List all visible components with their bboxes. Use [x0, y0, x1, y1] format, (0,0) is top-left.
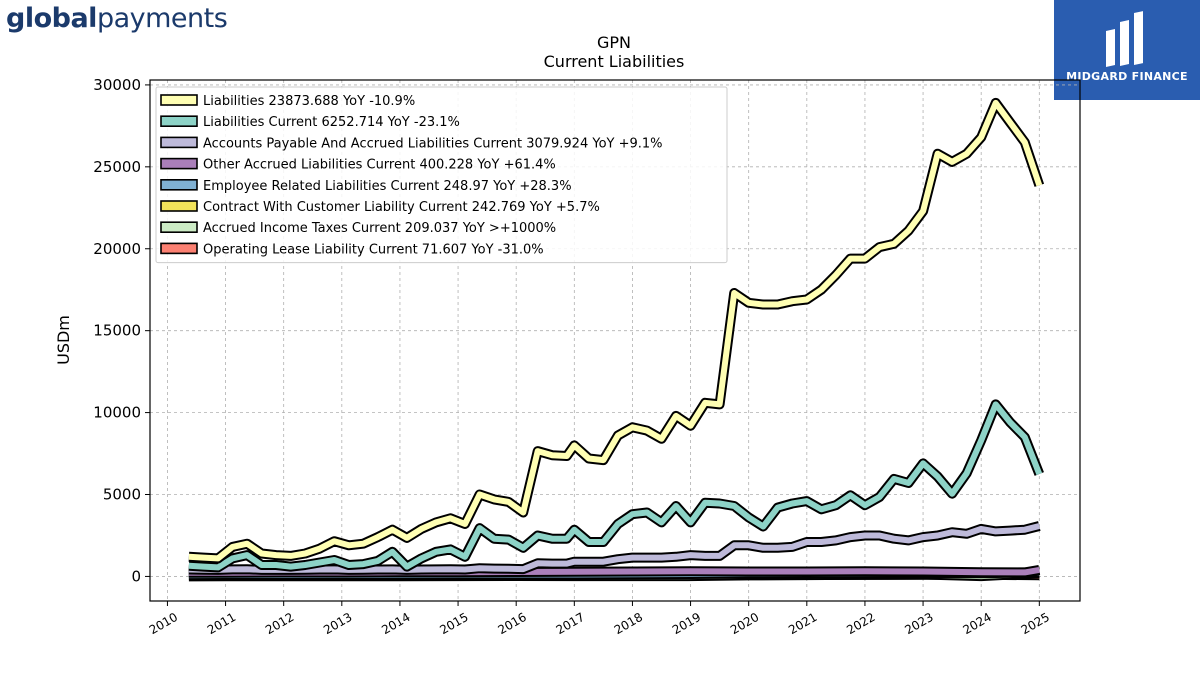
series-layer: [188, 97, 1045, 582]
legend-label: Employee Related Liabilities Current 248…: [203, 179, 572, 194]
x-tick-label: 2019: [670, 610, 703, 637]
y-axis: 0 5000 10000 15000 20000 25000 30000: [93, 76, 150, 585]
chart-title: GPN: [597, 33, 631, 52]
y-tick-label: 30000: [93, 76, 141, 94]
y-tick-label: 0: [131, 567, 141, 585]
legend-label: Liabilities 23873.688 YoY -10.9%: [203, 94, 415, 109]
midgard-logo-icon: [1106, 11, 1143, 67]
series-0: [188, 97, 1045, 564]
legend-label: Operating Lease Liability Current 71.607…: [203, 242, 544, 257]
legend-swatch: [160, 242, 198, 255]
legend-swatch: [160, 136, 198, 149]
x-tick-label: 2011: [205, 610, 238, 637]
x-tick-label: 2022: [844, 610, 877, 637]
x-tick-label: 2014: [379, 610, 412, 637]
series-line: [188, 523, 1041, 573]
y-tick-label: 25000: [93, 158, 141, 176]
legend-item: Contract With Customer Liability Current…: [160, 200, 600, 215]
legend-swatch: [160, 221, 198, 233]
x-tick-label: 2023: [902, 610, 935, 637]
chart-subtitle: Current Liabilities: [544, 52, 685, 71]
legend-label: Liabilities Current 6252.714 YoY -23.1%: [203, 115, 460, 130]
legend-swatch: [160, 94, 198, 106]
legend-label: Contract With Customer Liability Current…: [203, 200, 600, 215]
x-tick-label: 2016: [495, 610, 528, 637]
plot-frame: [149, 79, 1081, 602]
x-tick-label: 2015: [437, 610, 470, 637]
legend-swatch: [160, 115, 198, 127]
legend-item: Employee Related Liabilities Current 248…: [160, 179, 572, 194]
series-1: [188, 399, 1044, 573]
x-axis: 2010 2011 2012 2013 2014 2015 2016 2017 2018 2019…: [147, 601, 1052, 637]
y-tick-label: 10000: [93, 404, 141, 422]
legend-label: Accrued Income Taxes Current 209.037 YoY…: [203, 221, 556, 236]
legend-item: Liabilities Current 6252.714 YoY -23.1%: [160, 115, 460, 130]
logo-regular-text: payments: [96, 3, 228, 34]
x-tick-label: 2018: [612, 610, 645, 637]
legend-label: Other Accrued Liabilities Current 400.22…: [203, 158, 556, 173]
logo-bold-text: global: [6, 3, 97, 34]
badge-text: MIDGARD FINANCE: [1066, 70, 1188, 83]
series-line: [188, 401, 1043, 571]
y-axis-label: USDm: [54, 315, 73, 365]
globalpayments-logo: globalpayments: [6, 0, 228, 38]
y-tick-label: 20000: [93, 240, 141, 258]
legend-item: Other Accrued Liabilities Current 400.22…: [160, 157, 556, 173]
x-tick-label: 2024: [960, 610, 993, 637]
legend-swatch: [160, 179, 198, 191]
legend-item: Accrued Income Taxes Current 209.037 YoY…: [160, 221, 556, 236]
legend-swatch: [160, 157, 198, 170]
legend-item: Operating Lease Liability Current 71.607…: [160, 242, 544, 257]
x-tick-label: 2020: [728, 610, 761, 637]
x-tick-label: 2025: [1019, 610, 1052, 637]
midgard-finance-badge: MIDGARD FINANCE: [1054, 0, 1200, 100]
series-2: [188, 521, 1041, 575]
x-tick-label: 2010: [147, 610, 180, 637]
x-tick-label: 2013: [321, 610, 354, 637]
legend-item: Liabilities 23873.688 YoY -10.9%: [160, 94, 415, 109]
series-line: [188, 99, 1043, 562]
x-tick-label: 2012: [263, 610, 296, 637]
legend-box: [155, 86, 728, 264]
y-tick-label: 5000: [103, 486, 141, 504]
legend-item: Accounts Payable And Accrued Liabilities…: [160, 136, 663, 151]
y-tick-label: 15000: [93, 322, 141, 340]
legend-swatch: [160, 200, 198, 212]
x-tick-label: 2021: [786, 610, 819, 637]
legend: Liabilities 23873.688 YoY -10.9% Liabilit…: [155, 86, 728, 264]
x-tick-label: 2017: [554, 610, 587, 637]
legend-label: Accounts Payable And Accrued Liabilities…: [203, 136, 663, 151]
